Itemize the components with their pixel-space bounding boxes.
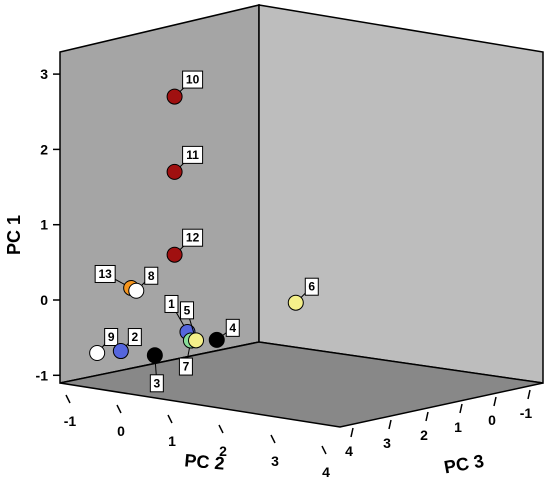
data-point	[166, 163, 183, 180]
back-wall	[258, 4, 544, 384]
point-label-box	[182, 145, 204, 164]
pc2-axis-title: PC 2	[184, 450, 226, 473]
point-label-box	[149, 374, 164, 393]
point-label: 7	[183, 360, 190, 374]
point-label: 8	[148, 269, 155, 283]
point-label-box	[304, 277, 319, 296]
data-point	[188, 332, 205, 349]
data-point	[208, 331, 225, 348]
pc3-tick-mark	[350, 427, 354, 438]
point-label-box	[144, 266, 159, 285]
pc1-tick-label: 2	[40, 141, 48, 157]
pc3-tick-mark	[388, 419, 392, 430]
pc3-tick-mark	[425, 411, 429, 422]
point-label: 12	[186, 231, 200, 245]
data-points: 9 2 13 8 3 1 7 5 4 6 12 11 10	[89, 70, 319, 393]
pc1-axis-title: PC 1	[4, 215, 24, 255]
point-label: 3	[153, 376, 160, 390]
pc1-tick-label: 0	[40, 292, 48, 308]
data-point	[166, 246, 183, 263]
pc3-tick-label: 1	[454, 419, 462, 435]
pc2-axis: -1 0 1 2 3 4	[64, 394, 330, 480]
point-label: 5	[184, 303, 191, 317]
pc3-tick-mark	[459, 403, 463, 414]
pc2-tick-label: 4	[322, 464, 330, 480]
point-label: 11	[186, 148, 199, 162]
point-label: 1	[168, 297, 175, 311]
pc1-tick-label: 3	[40, 66, 48, 82]
pc2-tick-mark	[218, 424, 224, 434]
pc2-tick-label: -1	[64, 413, 77, 429]
data-point	[166, 88, 183, 105]
data-point	[112, 343, 129, 360]
point-label: 2	[131, 330, 138, 344]
pc3-tick-label: -1	[520, 405, 533, 421]
pc2-tick-mark	[65, 394, 71, 404]
point-label: 10	[186, 73, 200, 87]
pc2-tick-label: 1	[168, 433, 176, 449]
point-label-box	[180, 301, 195, 320]
pc3-axis-title: PC 3	[443, 451, 486, 478]
pc3-tick-label: 2	[420, 427, 428, 443]
data-point	[287, 294, 304, 311]
pc1-axis: -1 0 1 2 3	[36, 66, 60, 383]
data-point	[89, 345, 106, 361]
pc3-tick-label: 3	[383, 435, 391, 451]
pc2-tick-mark	[321, 445, 327, 455]
point-label-box	[164, 294, 179, 313]
pc2-tick-mark	[116, 404, 122, 414]
pc3-tick-label: 4	[345, 443, 353, 459]
point-label-box	[127, 328, 142, 347]
point-label: 6	[308, 280, 315, 294]
pc2-tick-label: 2	[219, 443, 227, 459]
point-label: 13	[98, 267, 112, 281]
point-label-box	[182, 70, 204, 89]
pc1-tick-label: -1	[36, 367, 49, 383]
point-label-box	[94, 264, 116, 283]
point-label-box	[178, 357, 193, 376]
pc3-tick-mark	[493, 396, 497, 407]
point-label-box	[182, 228, 204, 247]
pc2-tick-label: 3	[271, 453, 279, 469]
pc2-tick-mark	[270, 434, 276, 444]
pc2-tick-label: 0	[117, 423, 125, 439]
point-label: 9	[108, 330, 115, 344]
pc3-tick-label: 0	[488, 412, 496, 428]
point-label: 4	[229, 321, 236, 335]
pc2-tick-mark	[167, 414, 173, 424]
data-point	[128, 282, 145, 299]
pc1-tick-label: 1	[40, 217, 48, 233]
point-label-box	[104, 328, 119, 346]
pc3-axis: 4 3 2 1 0 -1	[345, 389, 533, 459]
point-label-box	[225, 318, 240, 337]
data-point	[146, 347, 163, 364]
pc3-tick-mark	[527, 389, 531, 400]
